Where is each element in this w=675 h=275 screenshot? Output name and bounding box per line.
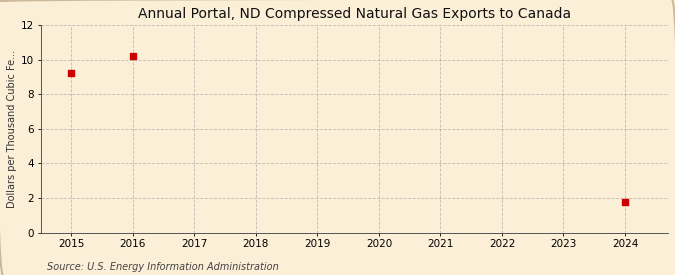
Point [620,200,630,205]
Point [66,71,77,76]
Title: Annual Portal, ND Compressed Natural Gas Exports to Canada: Annual Portal, ND Compressed Natural Gas… [138,7,571,21]
Point [128,54,138,58]
Y-axis label: Dollars per Thousand Cubic Fe...: Dollars per Thousand Cubic Fe... [7,50,17,208]
Text: Source: U.S. Energy Information Administration: Source: U.S. Energy Information Administ… [47,262,279,272]
